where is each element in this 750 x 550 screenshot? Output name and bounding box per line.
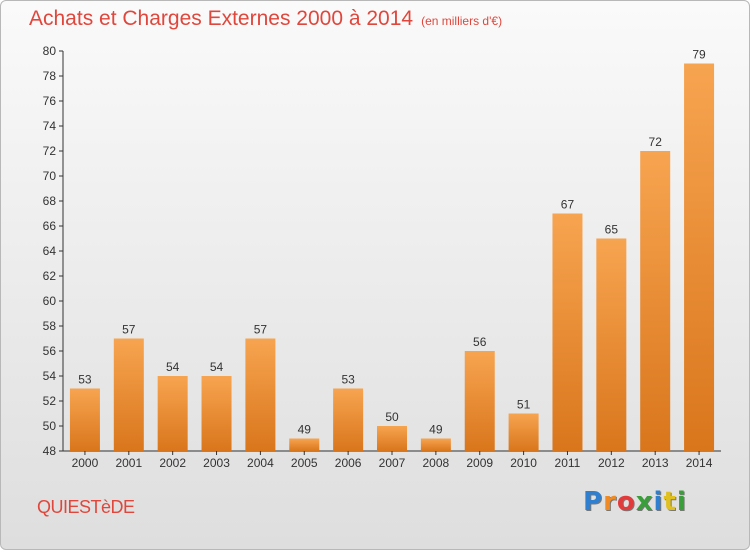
- y-tick-label: 60: [43, 294, 57, 308]
- x-tick-label: 2014: [686, 456, 713, 470]
- chart-subtitle: (en milliers d'€): [421, 14, 503, 28]
- x-tick-label: 2007: [379, 456, 406, 470]
- x-tick-label: 2005: [291, 456, 318, 470]
- x-tick-label: 2000: [72, 456, 99, 470]
- bar-value-label: 53: [341, 373, 355, 387]
- bar: [508, 413, 539, 451]
- x-tick-label: 2004: [247, 456, 274, 470]
- proxiti-logo: Proxiti: [583, 487, 687, 517]
- y-tick-label: 78: [43, 69, 57, 83]
- bar: [552, 213, 583, 451]
- y-tick-label: 70: [43, 169, 57, 183]
- bar-value-label: 67: [561, 198, 575, 212]
- bar: [640, 151, 671, 451]
- bar-value-label: 49: [298, 423, 312, 437]
- logo-letter: i: [676, 487, 687, 517]
- bar-value-label: 54: [166, 360, 180, 374]
- y-tick-label: 72: [43, 144, 57, 158]
- y-tick-label: 48: [43, 444, 57, 458]
- bar: [113, 338, 144, 451]
- x-tick-label: 2002: [159, 456, 186, 470]
- chart-title: Achats et Charges Externes 2000 à 2014 (e…: [29, 7, 502, 31]
- bar-value-label: 56: [473, 335, 487, 349]
- logo-letter: t: [663, 487, 677, 517]
- bar: [464, 351, 495, 451]
- bar: [245, 338, 276, 451]
- logo-letter: i: [653, 487, 664, 517]
- y-tick-label: 68: [43, 194, 57, 208]
- bar-value-label: 72: [649, 135, 663, 149]
- logo-letter: x: [635, 487, 654, 517]
- bar: [289, 438, 320, 451]
- x-tick-label: 2003: [203, 456, 230, 470]
- x-tick-label: 2006: [335, 456, 362, 470]
- y-tick-label: 50: [43, 419, 57, 433]
- bar: [69, 388, 100, 451]
- y-tick-label: 56: [43, 344, 57, 358]
- bar: [596, 238, 627, 451]
- y-tick-label: 76: [43, 94, 57, 108]
- y-tick-label: 54: [43, 369, 57, 383]
- town-name: QUIESTèDE: [37, 497, 135, 517]
- x-tick-label: 2010: [510, 456, 537, 470]
- bar: [333, 388, 364, 451]
- y-tick-label: 80: [43, 44, 57, 58]
- chart-title-text: Achats et Charges Externes 2000 à 2014: [29, 7, 414, 30]
- y-tick-label: 62: [43, 269, 57, 283]
- logo-letter: r: [603, 487, 617, 517]
- bar-value-label: 65: [605, 223, 619, 237]
- bar: [420, 438, 451, 451]
- y-tick-label: 66: [43, 219, 57, 233]
- bar-value-label: 50: [385, 410, 399, 424]
- y-tick-label: 52: [43, 394, 57, 408]
- chart-labels: 53 2000 57 2001 54 2002 54 2003 57 2004 49 2005 53 20…: [72, 48, 713, 471]
- bar-value-label: 54: [210, 360, 224, 374]
- bar-value-label: 49: [429, 423, 443, 437]
- chart-bars: [69, 63, 715, 451]
- bar: [157, 376, 188, 451]
- x-tick-label: 2012: [598, 456, 625, 470]
- x-tick-label: 2013: [642, 456, 669, 470]
- logo-letter: P: [583, 487, 604, 517]
- bar-value-label: 57: [122, 323, 136, 337]
- x-tick-label: 2009: [466, 456, 493, 470]
- bar-value-label: 79: [692, 48, 706, 62]
- x-tick-label: 2011: [555, 456, 581, 470]
- y-tick-label: 64: [43, 244, 57, 258]
- bar-value-label: 51: [517, 398, 531, 412]
- bar-value-label: 57: [254, 323, 268, 337]
- logo-letter: o: [616, 487, 636, 517]
- bar: [684, 63, 715, 451]
- y-tick-label: 58: [43, 319, 57, 333]
- bar-value-label: 53: [78, 373, 92, 387]
- x-tick-label: 2008: [423, 456, 450, 470]
- y-tick-label: 74: [43, 119, 57, 133]
- bar: [201, 376, 232, 451]
- bar: [377, 426, 407, 451]
- x-tick-label: 2001: [115, 456, 142, 470]
